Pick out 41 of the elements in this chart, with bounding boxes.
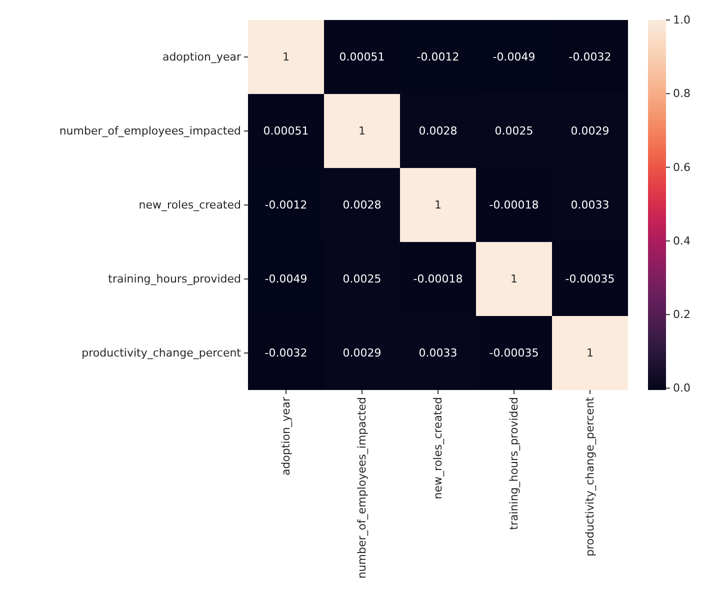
data-label: 0.0033 (418, 346, 458, 360)
color-bar-label: 0.0 (673, 382, 690, 395)
data-label: -0.0012 (264, 198, 308, 212)
data-label: 1 (434, 198, 442, 212)
data-label: 0.00051 (263, 124, 309, 138)
data-label: -0.0049 (492, 50, 536, 64)
data-label: 0.0029 (570, 124, 610, 138)
data-label: 1 (358, 124, 366, 138)
color-bar-label: 1.0 (673, 14, 690, 26)
data-label: 0.0025 (494, 124, 534, 138)
y-tick-label: number_of_employees_impacted (59, 124, 241, 138)
color-bar-label: 0.8 (673, 87, 690, 100)
data-label: 0.0028 (418, 124, 458, 138)
x-tick-label: productivity_change_percent (584, 396, 596, 556)
data-label: -0.0049 (264, 272, 308, 286)
data-label: -0.00018 (489, 198, 539, 212)
data-label: -0.0012 (416, 50, 460, 64)
y-tick-label: adoption_year (162, 50, 242, 64)
x-tick-label: adoption_year (280, 396, 292, 476)
data-label: -0.00035 (489, 346, 539, 360)
data-label: -0.0032 (264, 346, 308, 360)
color-bar-label: 0.4 (673, 234, 690, 248)
data-label: -0.0032 (568, 50, 612, 64)
y-tick-label: productivity_change_percent (82, 346, 242, 360)
data-label: 0.0025 (342, 272, 382, 286)
data-label: -0.00035 (565, 272, 615, 286)
data-label: 0.00051 (339, 50, 385, 64)
data-label: 1 (586, 346, 594, 360)
x-tick-label: number_of_employees_impacted (356, 397, 368, 579)
data-label: 1 (510, 272, 518, 286)
data-label: -0.00018 (413, 272, 463, 286)
x-tick-label: new_roles_created (432, 397, 444, 500)
data-label: 1 (282, 50, 290, 64)
y-tick-label: training_hours_provided (108, 272, 241, 286)
x-tick-label: training_hours_provided (508, 397, 520, 530)
data-label: 0.0029 (342, 346, 382, 360)
color-bar-label: 0.2 (673, 308, 690, 322)
y-tick-label: new_roles_created (138, 198, 241, 212)
data-label: 0.0033 (570, 198, 610, 212)
color-bar-label: 0.6 (673, 160, 690, 174)
data-label: 0.0028 (342, 198, 382, 212)
